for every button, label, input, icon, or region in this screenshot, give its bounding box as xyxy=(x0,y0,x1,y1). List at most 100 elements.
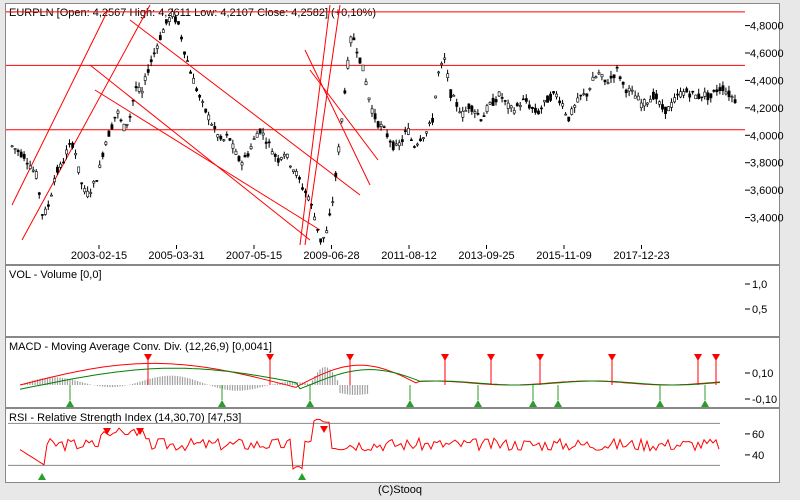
candle-body xyxy=(164,19,168,24)
candle-body xyxy=(549,93,552,101)
candle-body xyxy=(658,101,661,105)
candle-body xyxy=(648,99,652,103)
candle-body xyxy=(349,36,353,44)
candle-body xyxy=(691,90,695,93)
trend-channel-line-1 xyxy=(21,4,151,241)
candle-body xyxy=(255,132,259,138)
candle-body xyxy=(189,71,192,74)
candle-body xyxy=(697,93,701,99)
candle-body xyxy=(585,93,589,97)
candle-body xyxy=(679,91,683,98)
buy-signal-marker xyxy=(406,400,414,407)
candle-body xyxy=(476,113,480,115)
candle-body xyxy=(361,64,365,72)
candle-body xyxy=(155,45,159,49)
candle-body xyxy=(382,126,386,128)
candle-body xyxy=(664,106,667,115)
x-tick-label: 2011-08-12 xyxy=(381,250,436,262)
candle-body xyxy=(467,103,471,109)
candle-body xyxy=(667,106,670,112)
rsi-line xyxy=(19,418,720,470)
candle-body xyxy=(652,91,655,100)
rsi-title: RSI - Relative Strength Index (14,30,70)… xyxy=(9,412,241,424)
candle-body xyxy=(425,131,428,134)
candle-body xyxy=(461,111,465,118)
sell-signal-marker xyxy=(608,354,616,361)
candle-body xyxy=(110,124,114,130)
candle-body xyxy=(258,128,262,134)
candle-body xyxy=(319,238,323,243)
candle-body xyxy=(237,156,241,162)
candle-body xyxy=(310,203,313,206)
candle-body xyxy=(385,133,389,138)
candle-body xyxy=(225,133,229,136)
candle-body xyxy=(149,59,153,63)
macd-line xyxy=(19,362,721,388)
candle-body xyxy=(71,142,75,148)
candle-body xyxy=(116,110,120,114)
sell-signal-marker xyxy=(346,354,354,361)
candle-body xyxy=(391,141,395,150)
candle-body xyxy=(703,91,707,97)
candle-body xyxy=(40,214,44,216)
candle-body xyxy=(334,172,338,178)
candle-body xyxy=(730,96,734,99)
candle-body xyxy=(243,155,247,158)
candle-body xyxy=(246,153,250,157)
price-panel xyxy=(5,3,780,265)
x-tick-label: 2003-02-15 xyxy=(71,250,127,262)
candle-body xyxy=(25,162,29,165)
candle-body xyxy=(355,51,359,54)
candle-body xyxy=(198,94,202,98)
sell-signal-marker xyxy=(694,354,702,361)
candle-body xyxy=(416,143,419,146)
candle-body xyxy=(491,97,495,106)
candle-body xyxy=(715,89,719,93)
rsi-panel xyxy=(5,408,780,483)
candle-body xyxy=(177,21,180,25)
sell-signal-marker xyxy=(487,354,495,361)
rsi-overbought-marker xyxy=(320,426,328,433)
candle-body xyxy=(313,216,317,221)
candle-body xyxy=(307,196,310,201)
candle-body xyxy=(228,138,232,141)
vol-tick-label: 0,5 xyxy=(752,304,767,316)
rsi-tick-label: 40 xyxy=(752,450,764,462)
candle-body xyxy=(146,69,150,73)
buy-signal-marker xyxy=(529,400,537,407)
candle-body xyxy=(104,141,108,145)
candle-body xyxy=(77,166,81,173)
y-tick-label: 4,0000 xyxy=(750,130,784,142)
candle-body xyxy=(485,105,489,112)
candle-body xyxy=(397,142,401,147)
y-tick-label: 4,8000 xyxy=(750,21,784,33)
volume-panel xyxy=(5,265,780,337)
candle-body xyxy=(673,97,676,103)
candle-body xyxy=(137,86,141,92)
candle-body xyxy=(527,104,531,109)
candle-body xyxy=(74,153,78,156)
candle-body xyxy=(328,213,332,216)
buy-signal-marker xyxy=(66,400,74,407)
candle-body xyxy=(431,117,434,123)
candle-body xyxy=(509,105,513,109)
candle-body xyxy=(192,78,196,84)
candle-body xyxy=(22,153,26,159)
candle-body xyxy=(158,35,162,40)
candle-body xyxy=(125,123,129,126)
candle-body xyxy=(289,165,292,168)
candle-body xyxy=(406,128,410,135)
candle-body xyxy=(410,139,413,142)
candle-body xyxy=(546,95,549,103)
candle-body xyxy=(503,100,507,102)
candle-body xyxy=(273,154,277,157)
buy-signal-marker xyxy=(306,400,314,407)
candle-body xyxy=(591,76,595,81)
signal-line xyxy=(19,367,721,390)
candle-body xyxy=(195,88,199,92)
candle-body xyxy=(107,130,111,137)
candle-body xyxy=(101,152,105,157)
candle-body xyxy=(234,150,238,155)
candle-body xyxy=(352,37,356,41)
candle-body xyxy=(645,102,649,105)
